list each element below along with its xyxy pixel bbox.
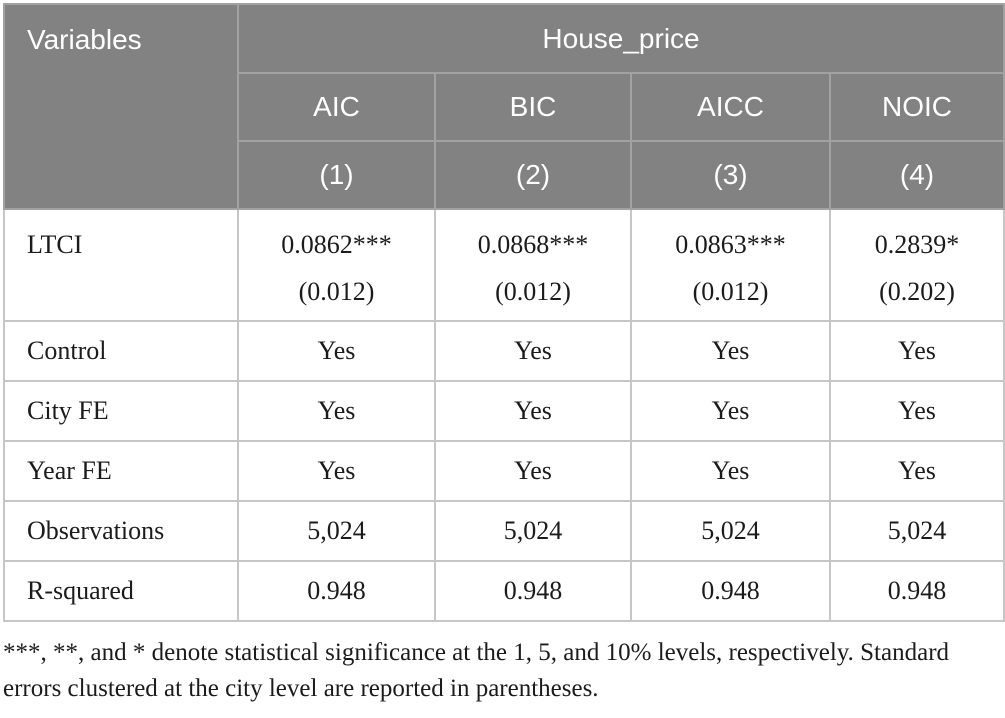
cell-coefficient: 0.0862*** (0.012) — [237, 208, 436, 322]
coefficient-value: 0.0862*** — [281, 230, 392, 259]
cell-value: Yes — [237, 440, 436, 502]
table-row-control: Control Yes Yes Yes Yes — [3, 320, 1005, 382]
coefficient-value: 0.0863*** — [675, 230, 786, 259]
cell-value: 0.948 — [630, 560, 831, 622]
cell-value: 5,024 — [828, 500, 1005, 562]
column-header-aic: AIC — [237, 72, 436, 142]
header-row-model-numbers: (1) (2) (3) (4) — [4, 140, 1005, 210]
column-number-3: (3) — [630, 140, 831, 210]
cell-value: Yes — [237, 320, 436, 382]
group-header-house-price: House_price — [236, 3, 1005, 74]
column-header-noic: NOIC — [828, 72, 1005, 142]
cell-coefficient: 0.0863*** (0.012) — [630, 208, 831, 322]
footnote-line-1: ***, **, and * denote statistical signif… — [3, 639, 950, 666]
standard-error: (0.012) — [495, 277, 571, 306]
row-label: R-squared — [3, 560, 239, 622]
row-label: Observations — [3, 500, 239, 562]
column-number-4: (4) — [828, 140, 1005, 210]
column-header-bic: BIC — [434, 72, 632, 142]
column-number-1: (1) — [237, 140, 436, 210]
table-footnote: ***, **, and * denote statistical signif… — [3, 635, 1005, 707]
cell-value: Yes — [630, 380, 831, 442]
cell-value: 5,024 — [237, 500, 436, 562]
cell-value: Yes — [828, 380, 1005, 442]
table-row-ltci: LTCI 0.0862*** (0.012) 0.0868*** (0.012)… — [3, 208, 1005, 322]
column-header-aicc: AICC — [630, 72, 831, 142]
cell-value: Yes — [434, 320, 632, 382]
cell-value: Yes — [630, 440, 831, 502]
cell-value: 0.948 — [237, 560, 436, 622]
standard-error: (0.202) — [879, 277, 955, 306]
row-label: City FE — [3, 380, 239, 442]
regression-results-table: Variables House_price AIC BIC AICC NOIC … — [3, 3, 1005, 622]
header-row-group: Variables House_price — [3, 3, 1005, 210]
standard-error: (0.012) — [692, 277, 769, 306]
coefficient-value: 0.2839* — [874, 230, 960, 259]
row-label: LTCI — [3, 208, 239, 322]
cell-value: 5,024 — [630, 500, 831, 562]
table-row-year-fe: Year FE Yes Yes Yes Yes — [3, 440, 1005, 502]
row-label: Control — [3, 320, 239, 382]
table-row-city-fe: City FE Yes Yes Yes Yes — [3, 380, 1005, 442]
corner-header-variables: Variables — [3, 3, 239, 210]
cell-coefficient: 0.0868*** (0.012) — [434, 208, 632, 322]
cell-value: 0.948 — [828, 560, 1005, 622]
coefficient-value: 0.0868*** — [477, 230, 589, 259]
cell-coefficient: 0.2839* (0.202) — [828, 208, 1005, 322]
header-row-criteria: AIC BIC AICC NOIC — [4, 72, 1005, 142]
cell-value: Yes — [237, 380, 436, 442]
row-label: Year FE — [3, 440, 239, 502]
cell-value: Yes — [434, 440, 632, 502]
footnote-line-2: errors clustered at the city level are r… — [3, 675, 599, 702]
standard-error: (0.012) — [298, 277, 375, 306]
column-number-2: (2) — [434, 140, 632, 210]
cell-value: Yes — [828, 320, 1005, 382]
cell-value: 0.948 — [434, 560, 632, 622]
cell-value: Yes — [630, 320, 831, 382]
table-row-observations: Observations 5,024 5,024 5,024 5,024 — [3, 500, 1005, 562]
cell-value: 5,024 — [434, 500, 632, 562]
cell-value: Yes — [434, 380, 632, 442]
table-row-r-squared: R-squared 0.948 0.948 0.948 0.948 — [3, 560, 1005, 622]
cell-value: Yes — [828, 440, 1005, 502]
